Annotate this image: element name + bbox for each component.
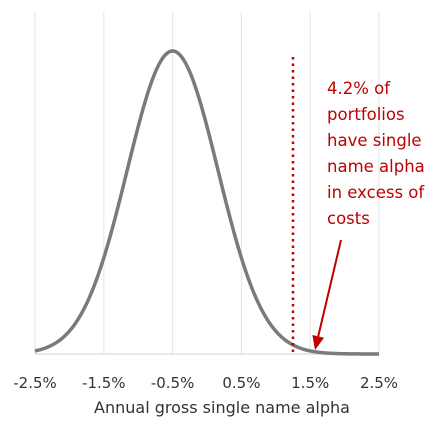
- annotation-line: 4.2% of: [327, 79, 391, 98]
- annotation-line: name alpha: [327, 157, 425, 176]
- x-tick-label: 0.5%: [222, 374, 260, 392]
- annotation-line: costs: [327, 209, 370, 228]
- x-tick-label: 2.5%: [360, 374, 398, 392]
- x-tick-label: -1.5%: [82, 374, 126, 392]
- x-tick-labels: -2.5% -1.5% -0.5% 0.5% 1.5% 2.5%: [13, 374, 398, 392]
- annotation-arrow-head: [312, 335, 324, 350]
- x-tick-label: -2.5%: [13, 374, 57, 392]
- x-axis-title: Annual gross single name alpha: [94, 398, 350, 417]
- x-tick-label: -0.5%: [151, 374, 195, 392]
- annotation-line: have single: [327, 131, 422, 150]
- annotation-arrow: [318, 240, 341, 336]
- annotation-line: portfolios: [327, 105, 405, 124]
- annotation-line: in excess of: [327, 183, 425, 202]
- x-tick-label: 1.5%: [291, 374, 329, 392]
- annotation-text: 4.2% of portfolios have single name alpha in…: [327, 79, 425, 228]
